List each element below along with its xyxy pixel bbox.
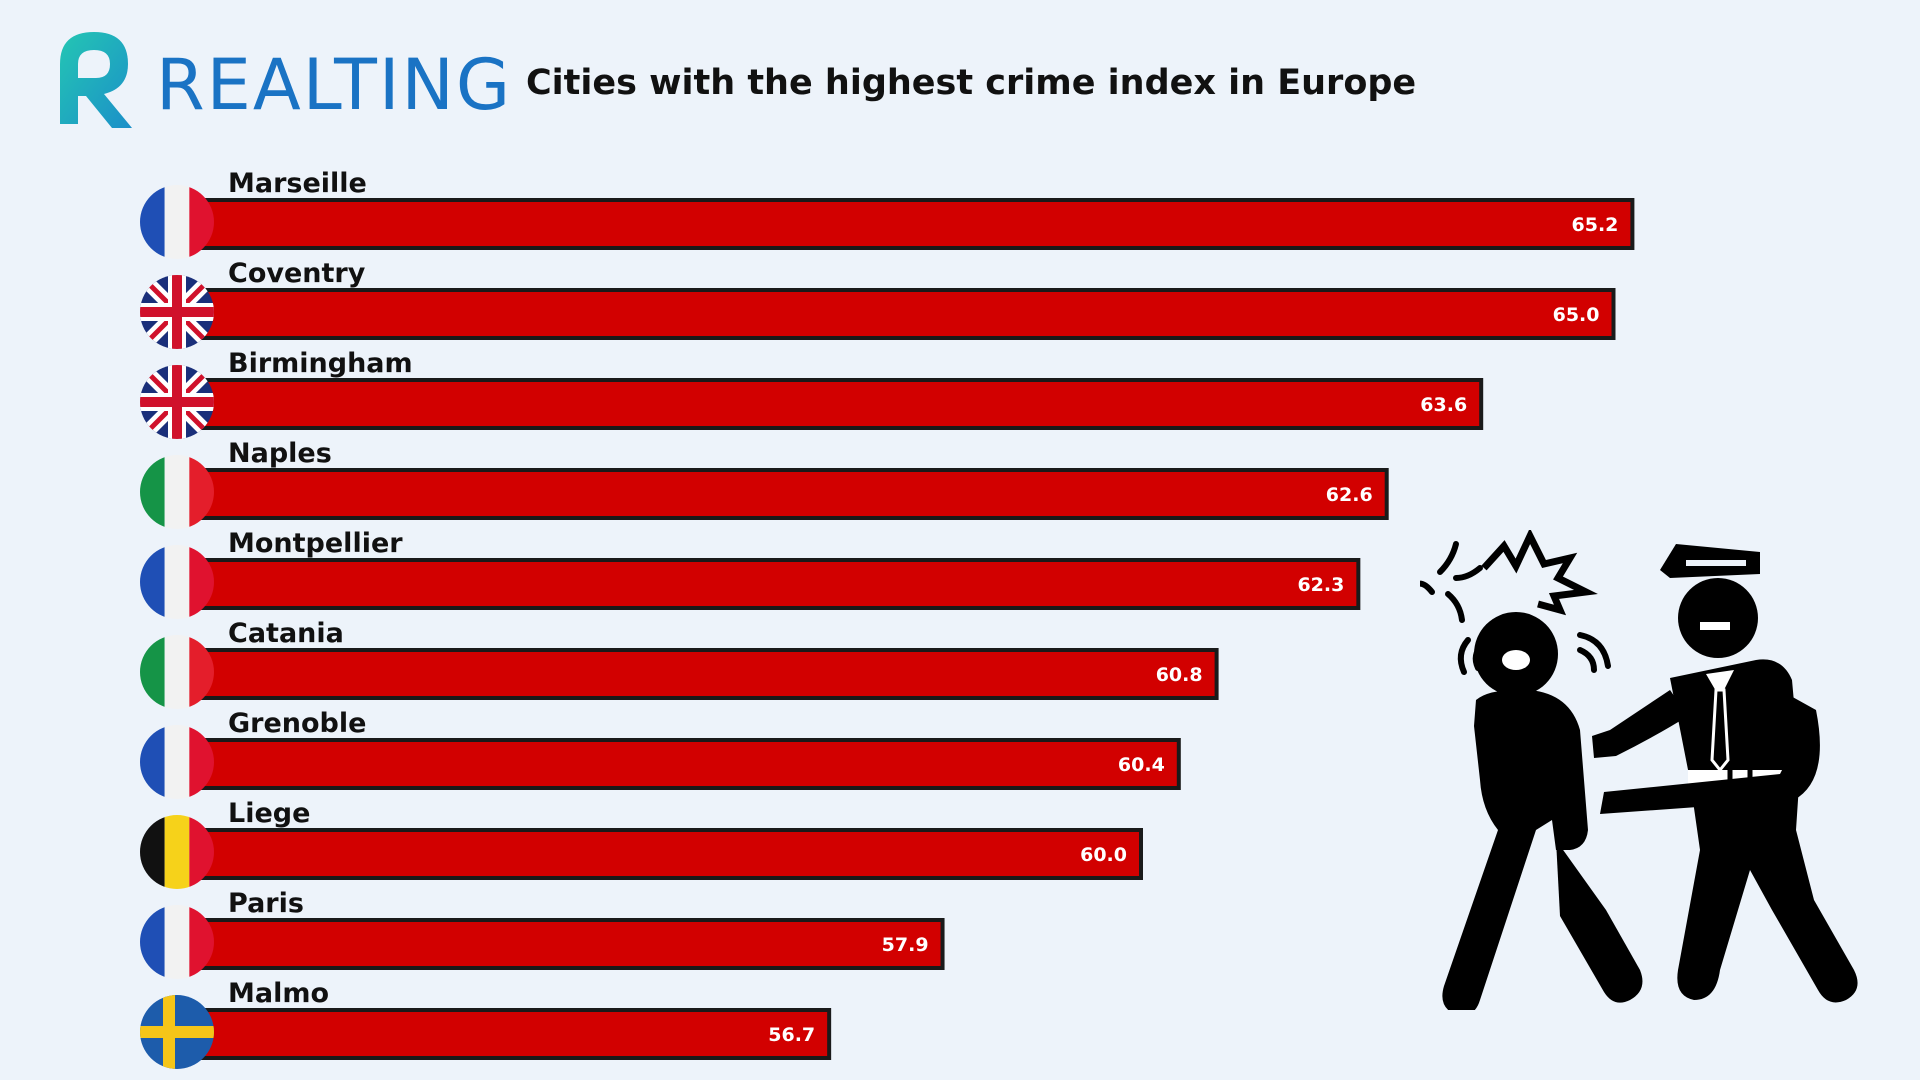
- value-label: 65.2: [1572, 214, 1619, 236]
- bar-row: Birmingham 63.6: [140, 348, 1484, 439]
- uk-flag-icon: [140, 365, 214, 439]
- value-label: 62.3: [1297, 574, 1344, 596]
- bar: [194, 558, 1361, 610]
- france-flag-icon: [140, 905, 214, 979]
- bar: [194, 648, 1219, 700]
- police-arrest-icon: [1420, 530, 1858, 1010]
- bar-row: Coventry 65.0: [140, 258, 1616, 349]
- bar: [194, 828, 1143, 880]
- city-label: Paris: [228, 888, 304, 919]
- bar-row: Liege 60.0: [140, 798, 1143, 889]
- france-flag-icon: [140, 545, 214, 619]
- italy-flag-icon: [140, 455, 214, 529]
- bar: [194, 738, 1181, 790]
- bar-row: Paris 57.9: [140, 888, 945, 979]
- bar: [194, 198, 1635, 250]
- bar-row: Grenoble 60.4: [140, 708, 1181, 799]
- belgium-flag-icon: [140, 815, 214, 889]
- bar-row: Marseille 65.2: [140, 168, 1635, 259]
- bar: [194, 918, 945, 970]
- value-label: 60.8: [1156, 664, 1203, 686]
- bar-row: Catania 60.8: [140, 618, 1219, 709]
- value-label: 63.6: [1420, 394, 1467, 416]
- france-flag-icon: [140, 725, 214, 799]
- city-label: Coventry: [228, 258, 366, 289]
- brand-name: REALTING: [156, 44, 513, 126]
- sweden-flag-icon: [140, 995, 214, 1069]
- value-label: 65.0: [1553, 304, 1600, 326]
- bar-row: Naples 62.6: [140, 438, 1389, 529]
- bar: [194, 468, 1389, 520]
- value-label: 56.7: [768, 1024, 815, 1046]
- city-label: Grenoble: [228, 708, 366, 739]
- value-label: 57.9: [882, 934, 929, 956]
- bar: [194, 288, 1616, 340]
- realting-logo: REALTING: [52, 24, 512, 144]
- uk-flag-icon: [140, 275, 214, 349]
- value-label: 62.6: [1326, 484, 1373, 506]
- value-label: 60.0: [1080, 844, 1127, 866]
- city-label: Naples: [228, 438, 332, 469]
- city-label: Birmingham: [228, 348, 413, 379]
- bar: [194, 378, 1484, 430]
- bar: [194, 1008, 832, 1060]
- chart-title: Cities with the highest crime index in E…: [526, 63, 1417, 103]
- city-label: Malmo: [228, 978, 329, 1009]
- france-flag-icon: [140, 185, 214, 259]
- value-label: 60.4: [1118, 754, 1165, 776]
- bar-row: Montpellier 62.3: [140, 528, 1361, 619]
- bars-layer: Marseille 65.2 Coventry 65.0 Birmingham 63.6 N…: [140, 168, 1635, 1069]
- italy-flag-icon: [140, 635, 214, 709]
- bar-row: Malmo 56.7: [140, 978, 832, 1069]
- city-label: Marseille: [228, 168, 367, 199]
- city-label: Montpellier: [228, 528, 403, 559]
- city-label: Catania: [228, 618, 344, 649]
- realting-r-logo-icon: [60, 32, 132, 128]
- city-label: Liege: [228, 798, 310, 829]
